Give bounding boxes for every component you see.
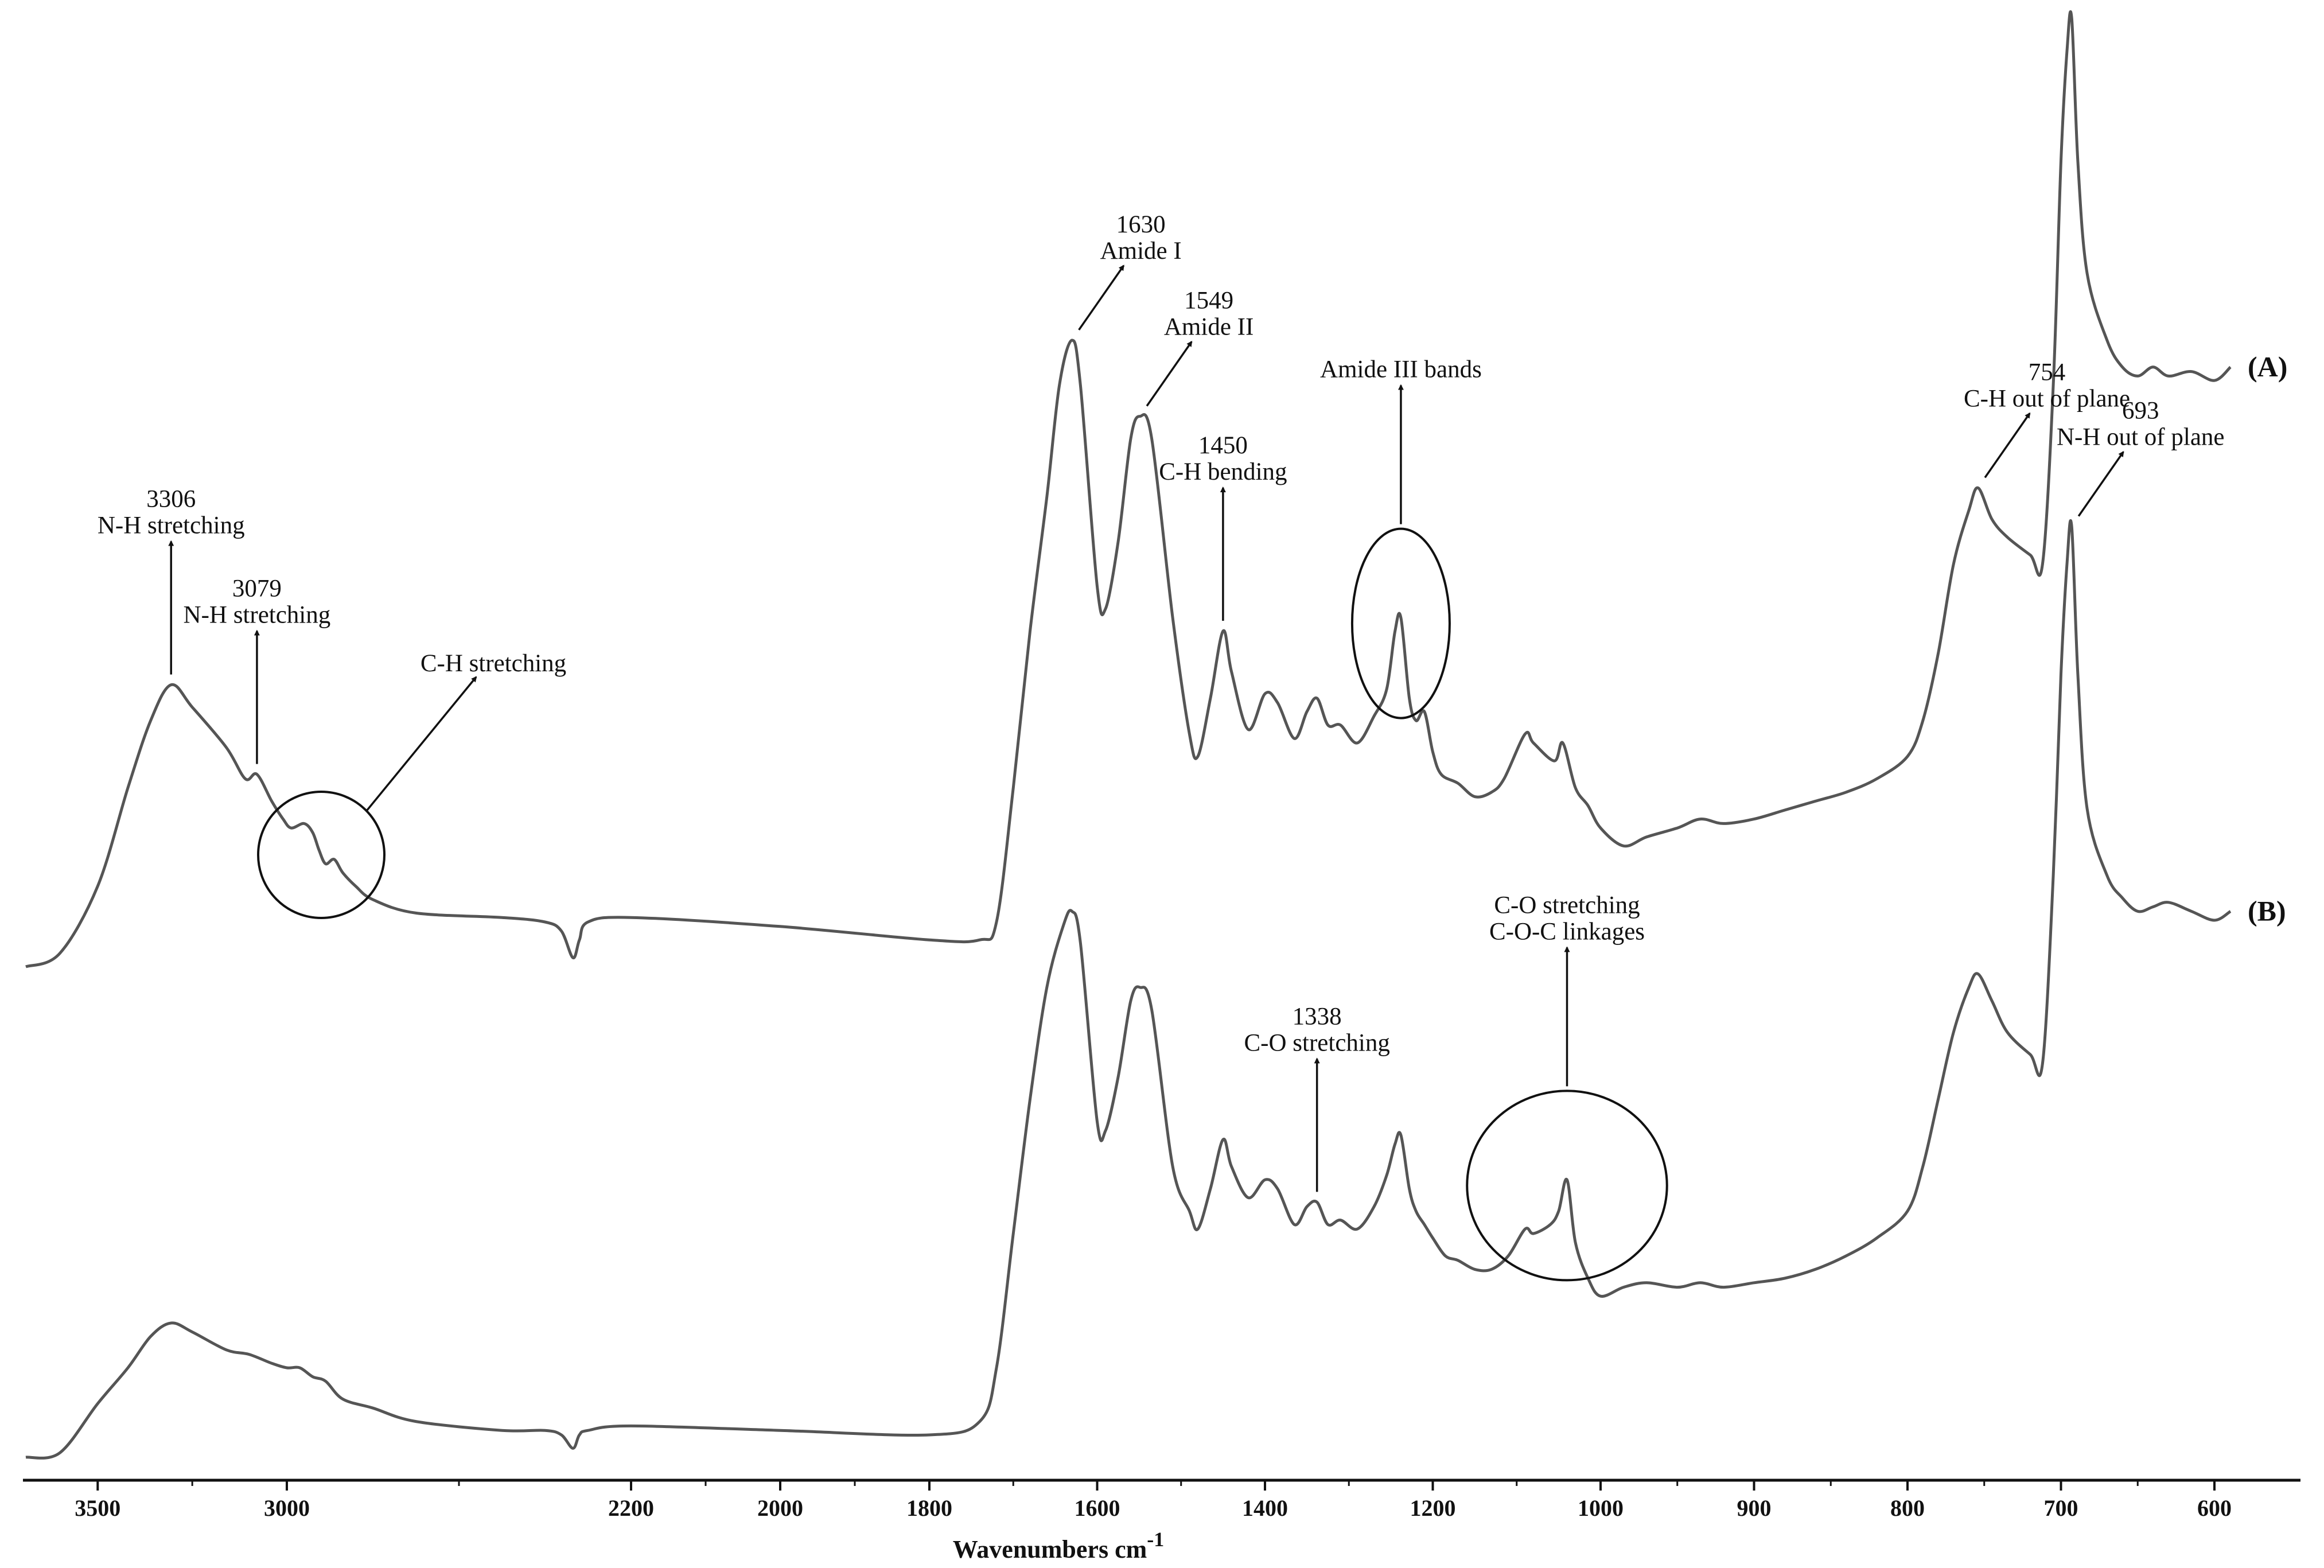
annotation-text: C-H bending — [1159, 458, 1287, 485]
annotation-arrow — [2077, 450, 2124, 517]
spectrum-line-b — [25, 519, 2232, 1460]
x-axis: 3500 3000 2200 2000 1800 1600 1400 1200 1000 900 8… — [23, 1478, 2300, 1521]
x-axis-label-superscript: -1 — [1147, 1528, 1164, 1551]
annotation-text: C-O-C linkages — [1489, 918, 1645, 945]
highlight-ellipse — [1466, 1090, 1668, 1282]
annotation-text: C-H out of plane — [1964, 385, 2130, 412]
x-tick-label: 1800 — [906, 1495, 952, 1521]
annotation-text: 3306 — [146, 486, 196, 513]
x-tick-label: 900 — [1737, 1495, 1772, 1521]
annotation-text: N-H stretching — [184, 602, 331, 629]
x-tick-label: 600 — [2197, 1495, 2232, 1521]
annotation-text: 3079 — [232, 575, 282, 602]
annotation-text: C-O stretching — [1494, 892, 1640, 919]
x-tick-label: 1200 — [1410, 1495, 1456, 1521]
annotation-arrow — [1146, 340, 1193, 407]
x-tick-label: 1400 — [1242, 1495, 1288, 1521]
x-tick-label: 3500 — [75, 1495, 120, 1521]
x-tick-label: 1000 — [1578, 1495, 1624, 1521]
annotation-text: C-H stretching — [421, 650, 566, 677]
annotation-arrow — [1078, 264, 1125, 331]
annotation-arrow — [1984, 412, 2031, 478]
annotation-text: 693 — [2122, 398, 2159, 425]
spectrum-line-a — [25, 10, 2232, 968]
annotation-text: N-H out of plane — [2057, 424, 2225, 451]
highlight-circle — [257, 791, 386, 919]
highlight-ellipse — [1350, 527, 1451, 719]
annotation-text: Amide III bands — [1320, 356, 1482, 383]
spectra: (A) (B) — [25, 10, 2287, 1460]
annotation-text: 754 — [2029, 359, 2066, 386]
x-tick-label: 2200 — [608, 1495, 654, 1521]
peak-annotation: Amide III bands — [1320, 356, 1482, 719]
x-tick-label: 2000 — [757, 1495, 803, 1521]
series-label-a: (A) — [2248, 351, 2287, 383]
peak-annotation: C-H stretching — [257, 650, 566, 919]
annotation-text: Amide I — [1100, 238, 1182, 264]
x-tick-label: 1600 — [1075, 1495, 1120, 1521]
annotation-text: 1450 — [1198, 432, 1248, 459]
annotation-text: N-H stretching — [98, 512, 245, 539]
annotation-text: C-O stretching — [1244, 1029, 1389, 1056]
x-tick-label: 800 — [1890, 1495, 1925, 1521]
annotation-text: 1549 — [1184, 287, 1233, 314]
series-label-b: (B) — [2248, 894, 2286, 927]
annotation-text: 1338 — [1293, 1003, 1342, 1030]
annotation-text: Amide II — [1164, 314, 1254, 341]
x-tick-label: 700 — [2044, 1495, 2078, 1521]
x-axis-label: Wavenumbers cm-1 — [953, 1528, 1165, 1563]
annotation-text: 1630 — [1116, 211, 1166, 238]
annotation-arrow — [365, 676, 477, 812]
x-tick-label: 3000 — [264, 1495, 310, 1521]
